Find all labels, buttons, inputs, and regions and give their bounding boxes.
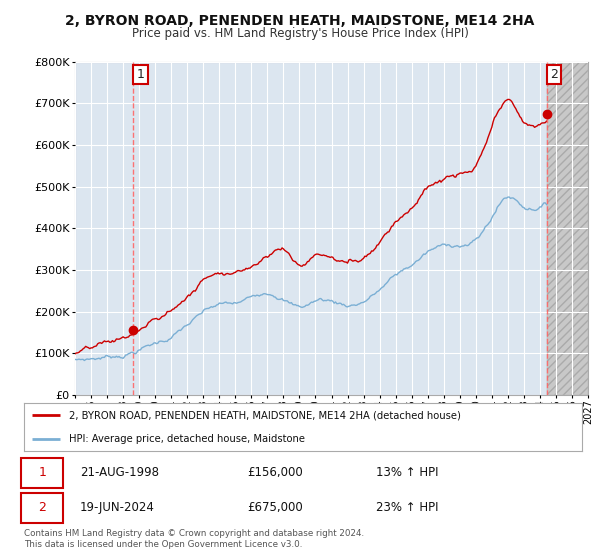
Bar [547, 62, 588, 395]
Text: Price paid vs. HM Land Registry's House Price Index (HPI): Price paid vs. HM Land Registry's House … [131, 27, 469, 40]
Bar [547, 62, 588, 395]
Text: 19-JUN-2024: 19-JUN-2024 [80, 501, 155, 515]
Text: 21-AUG-1998: 21-AUG-1998 [80, 466, 159, 479]
Text: 2, BYRON ROAD, PENENDEN HEATH, MAIDSTONE, ME14 2HA: 2, BYRON ROAD, PENENDEN HEATH, MAIDSTONE… [65, 14, 535, 28]
Text: £156,000: £156,000 [247, 466, 303, 479]
Text: 1: 1 [137, 68, 145, 81]
FancyBboxPatch shape [21, 458, 63, 488]
Text: HPI: Average price, detached house, Maidstone: HPI: Average price, detached house, Maid… [68, 434, 305, 444]
Text: 2, BYRON ROAD, PENENDEN HEATH, MAIDSTONE, ME14 2HA (detached house): 2, BYRON ROAD, PENENDEN HEATH, MAIDSTONE… [68, 410, 461, 420]
FancyBboxPatch shape [21, 493, 63, 523]
Text: £675,000: £675,000 [247, 501, 303, 515]
Text: Contains HM Land Registry data © Crown copyright and database right 2024.
This d: Contains HM Land Registry data © Crown c… [24, 529, 364, 549]
Text: 13% ↑ HPI: 13% ↑ HPI [376, 466, 438, 479]
Text: 1: 1 [38, 466, 46, 479]
Text: 2: 2 [550, 68, 558, 81]
Text: 23% ↑ HPI: 23% ↑ HPI [376, 501, 438, 515]
Text: 2: 2 [38, 501, 46, 515]
